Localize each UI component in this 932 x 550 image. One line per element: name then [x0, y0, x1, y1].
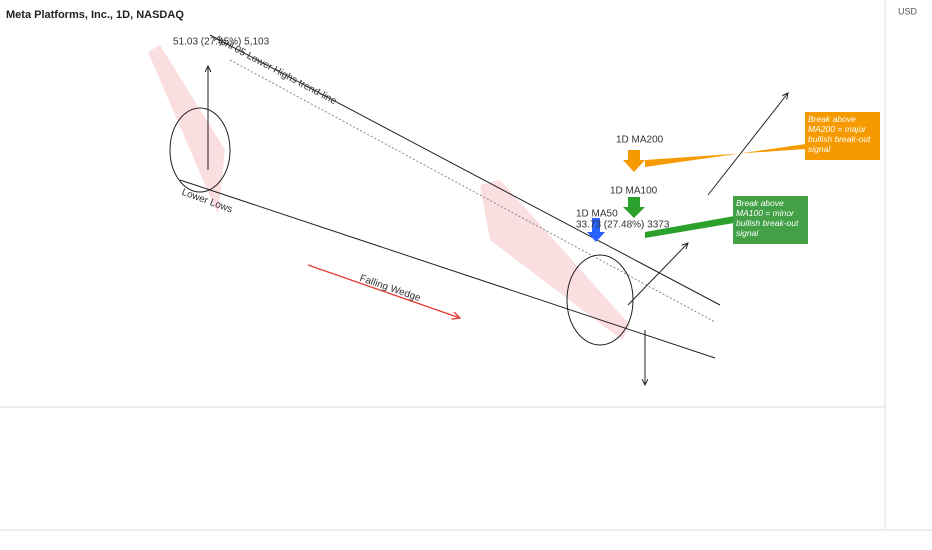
- arrow: [623, 197, 645, 218]
- callout-arrow: [645, 142, 820, 167]
- callout-text: Break above MA100 = minor bullish break-…: [736, 198, 799, 238]
- callout: [805, 112, 880, 160]
- arrow: [627, 243, 688, 306]
- callout-text: Break above MA200 = major bullish break-…: [808, 114, 871, 154]
- annotation: 33.73 (27.48%) 3373: [576, 220, 670, 231]
- trend-line: [209, 34, 721, 306]
- callout: [733, 196, 808, 244]
- annotation: 1D MA50: [576, 209, 618, 220]
- highlight: [148, 45, 225, 215]
- annotation: 51.03 (27.45%) 5,103: [173, 37, 270, 48]
- circle: [169, 107, 231, 193]
- arrow: [307, 264, 460, 318]
- highlight: [480, 180, 630, 340]
- currency: USD: [898, 6, 918, 16]
- arrow: [623, 150, 645, 172]
- arrow: [587, 218, 605, 242]
- chart-title: Meta Platforms, Inc., 1D, NASDAQ: [6, 9, 184, 21]
- arrow: [707, 93, 788, 196]
- callout-arrow: [645, 215, 740, 238]
- callout-text: Break above MA100 = minor bullish break-…: [736, 198, 799, 238]
- callout-text: Break above MA200 = major bullish break-…: [808, 114, 871, 154]
- annotation: 1D MA200: [616, 135, 664, 146]
- annotation: 1D MA100: [610, 186, 658, 197]
